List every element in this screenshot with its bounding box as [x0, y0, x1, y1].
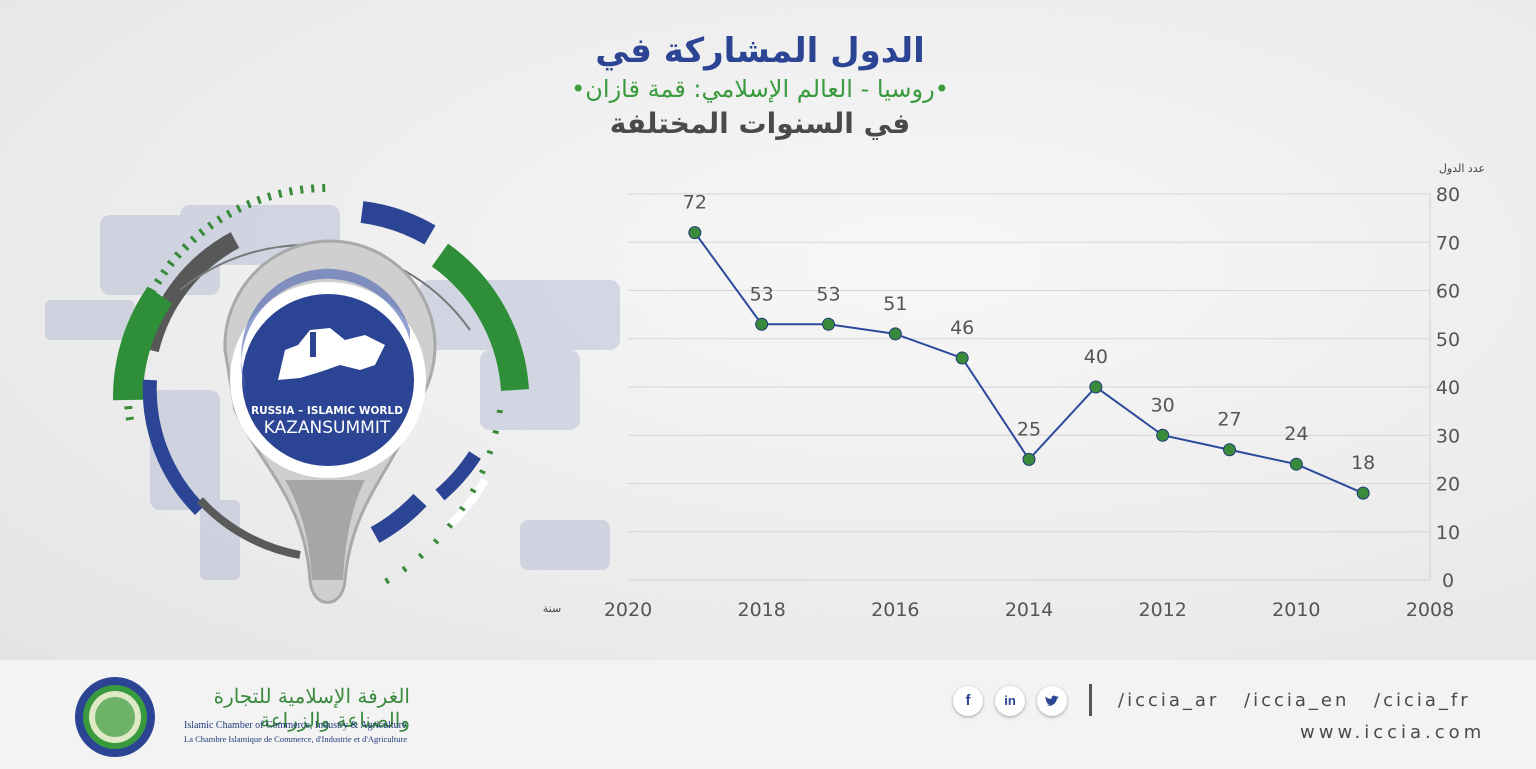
- data-label: 46: [950, 317, 974, 339]
- chart-subtitle: •روسيا - العالم الإسلامي: قمة قازان•: [571, 75, 949, 103]
- y-tick-label: 50: [1436, 329, 1460, 351]
- data-point: [955, 351, 969, 365]
- twitter-icon[interactable]: [1037, 686, 1067, 716]
- twitter-bird-icon: [1045, 695, 1059, 706]
- emblem-ring-decoration: [112, 183, 529, 588]
- chart-canvas: RUSSIA – ISLAMIC WORLD KAZANSUMMIT 80 70 6…: [45, 162, 1485, 621]
- handle-fr-link[interactable]: /cicia_fr: [1374, 690, 1471, 711]
- y-tick-label: 30: [1436, 425, 1460, 447]
- data-point: [1356, 486, 1370, 500]
- x-tick-label: 2008: [1406, 599, 1454, 621]
- chart-subtitle-2: في السنوات المختلفة: [609, 107, 911, 140]
- y-tick-label: 10: [1436, 522, 1460, 544]
- data-label: 40: [1084, 346, 1108, 368]
- data-point: [888, 327, 902, 341]
- data-point: [1289, 457, 1303, 471]
- emblem-line2: KAZANSUMMIT: [264, 418, 391, 438]
- footer-separator: [1089, 684, 1092, 716]
- kazan-summit-pin: RUSSIA – ISLAMIC WORLD KAZANSUMMIT: [223, 239, 437, 604]
- org-name-fr: La Chambre Islamique de Commerce, d'Indu…: [184, 734, 408, 744]
- emblem-line1: RUSSIA – ISLAMIC WORLD: [251, 405, 403, 417]
- x-tick-label: 2014: [1005, 599, 1053, 621]
- x-tick-label: 2020: [604, 599, 652, 621]
- website-link[interactable]: www.iccia.com: [1300, 722, 1486, 743]
- y-tick-label: 70: [1436, 232, 1460, 254]
- org-name-ar: الغرفة الإسلامية للتجارة والصناعة والزرا…: [213, 684, 410, 732]
- chart-title-block: الدول المشاركة في •روسيا - العالم الإسلا…: [450, 30, 1070, 142]
- x-axis-label: سنة: [543, 602, 561, 615]
- y-tick-label: 80: [1436, 184, 1460, 206]
- data-label: 27: [1217, 409, 1241, 431]
- x-tick-label: 2012: [1138, 599, 1186, 621]
- org-name-en: Islamic Chamber of Commerce, Industry & …: [184, 720, 407, 731]
- data-label: 53: [816, 283, 840, 305]
- data-point: [1089, 380, 1103, 394]
- y-tick-label: 60: [1436, 281, 1460, 303]
- data-label: 53: [750, 283, 774, 305]
- x-tick-label: 2018: [737, 599, 785, 621]
- facebook-icon[interactable]: f: [953, 686, 983, 716]
- footer: [0, 660, 1536, 769]
- x-tick-label: 2010: [1272, 599, 1320, 621]
- y-tick-label: 0: [1442, 570, 1454, 592]
- handle-ar-link[interactable]: /iccia_ar: [1118, 690, 1220, 711]
- y-axis-label: عدد الدول: [1439, 162, 1485, 175]
- data-point: [1223, 443, 1236, 457]
- linkedin-icon[interactable]: in: [995, 686, 1025, 716]
- data-point: [1022, 452, 1036, 466]
- data-label: 18: [1351, 452, 1375, 474]
- data-point: [688, 226, 702, 240]
- y-tick-label: 40: [1436, 377, 1460, 399]
- data-point: [1156, 428, 1170, 442]
- data-label: 24: [1284, 423, 1308, 445]
- data-label: 72: [683, 192, 707, 214]
- data-label: 51: [883, 293, 907, 315]
- iccia-logo: [60, 676, 170, 762]
- chart-title: الدول المشاركة في: [595, 31, 925, 71]
- y-tick-label: 20: [1436, 474, 1460, 496]
- data-point: [755, 317, 769, 331]
- data-label: 30: [1151, 394, 1175, 416]
- x-tick-label: 2016: [871, 599, 919, 621]
- handle-en-link[interactable]: /iccia_en: [1244, 690, 1350, 711]
- data-label: 25: [1017, 418, 1041, 440]
- data-point: [822, 317, 835, 331]
